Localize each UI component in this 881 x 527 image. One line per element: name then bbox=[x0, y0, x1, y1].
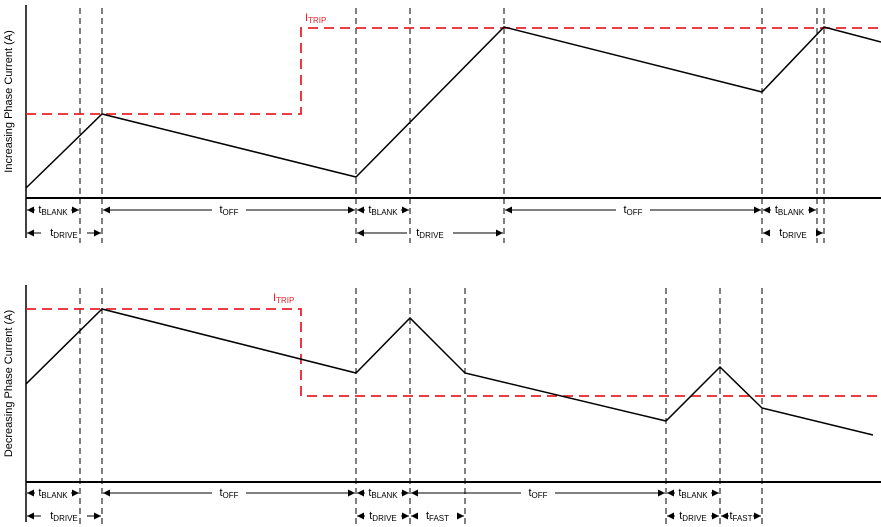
interval-label-sub: DRIVE bbox=[53, 231, 77, 240]
timing-interval: tDRIVE bbox=[667, 510, 719, 523]
trip-label-sub: TRIP bbox=[276, 296, 294, 305]
interval-label-base: t bbox=[775, 204, 778, 216]
trip-threshold-line bbox=[26, 27, 881, 115]
interval-label-sub: BLANK bbox=[41, 491, 68, 500]
interval-label: tBLANK bbox=[38, 487, 68, 500]
interval-label-sub: BLANK bbox=[371, 491, 398, 500]
timing-interval: tBLANK bbox=[667, 487, 719, 500]
interval-label-sub: DRIVE bbox=[682, 514, 706, 523]
timing-interval: tOFF bbox=[103, 204, 355, 217]
interval-label: tOFF bbox=[219, 487, 238, 500]
trip-label-base: I bbox=[273, 292, 276, 304]
interval-label: tBLANK bbox=[368, 487, 398, 500]
interval-label-sub: FAST bbox=[733, 514, 753, 523]
interval-label: tDRIVE bbox=[416, 227, 444, 240]
interval-label-sub: BLANK bbox=[681, 491, 708, 500]
phase-current-waveform bbox=[25, 308, 874, 436]
timing-interval: tBLANK bbox=[357, 204, 409, 217]
trip-label: ITRIP bbox=[305, 12, 326, 25]
timing-interval: tOFF bbox=[505, 204, 761, 217]
interval-label-sub: BLANK bbox=[371, 208, 398, 217]
y-axis-label: Increasing Phase Current (A) bbox=[3, 30, 15, 172]
interval-label: tDRIVE bbox=[50, 510, 78, 523]
interval-label-base: t bbox=[679, 510, 682, 522]
interval-label-base: t bbox=[528, 487, 531, 499]
interval-label: tDRIVE bbox=[779, 227, 807, 240]
interval-label: tDRIVE bbox=[369, 510, 397, 523]
timing-interval: tDRIVE bbox=[357, 227, 503, 240]
interval-label-base: t bbox=[426, 510, 429, 522]
timing-interval: tDRIVE bbox=[27, 227, 101, 240]
interval-label-base: t bbox=[50, 510, 53, 522]
interval-label-sub: OFF bbox=[223, 208, 239, 217]
interval-label: tOFF bbox=[219, 204, 238, 217]
interval-label-sub: BLANK bbox=[778, 208, 805, 217]
interval-label-sub: DRIVE bbox=[53, 514, 77, 523]
timing-interval: tBLANK bbox=[27, 487, 79, 500]
interval-label-sub: OFF bbox=[532, 491, 548, 500]
interval-label-base: t bbox=[368, 487, 371, 499]
interval-label-base: t bbox=[219, 487, 222, 499]
interval-label-base: t bbox=[38, 204, 41, 216]
interval-label: tBLANK bbox=[368, 204, 398, 217]
interval-label-sub: DRIVE bbox=[419, 231, 443, 240]
timing-interval: tDRIVE bbox=[763, 227, 823, 240]
y-axis-label: Decreasing Phase Current (A) bbox=[3, 310, 15, 457]
phase-current-waveform bbox=[25, 26, 881, 189]
timing-interval: tFAST bbox=[721, 510, 761, 523]
interval-label: tBLANK bbox=[775, 204, 805, 217]
interval-label-base: t bbox=[38, 487, 41, 499]
interval-label-base: t bbox=[779, 227, 782, 239]
interval-label: tBLANK bbox=[678, 487, 708, 500]
interval-label: tBLANK bbox=[38, 204, 68, 217]
timing-interval: tBLANK bbox=[763, 204, 816, 217]
trip-label: ITRIP bbox=[273, 292, 294, 305]
interval-label-sub: DRIVE bbox=[782, 231, 806, 240]
interval-label: tFAST bbox=[729, 510, 752, 523]
interval-label-sub: DRIVE bbox=[372, 514, 396, 523]
timing-interval: tBLANK bbox=[357, 487, 409, 500]
interval-label: tFAST bbox=[426, 510, 449, 523]
interval-label-base: t bbox=[369, 510, 372, 522]
interval-label-base: t bbox=[50, 227, 53, 239]
trip-label-sub: TRIP bbox=[308, 16, 326, 25]
interval-label: tOFF bbox=[623, 204, 642, 217]
trip-label-base: I bbox=[305, 12, 308, 24]
interval-label-base: t bbox=[219, 204, 222, 216]
timing-interval: tFAST bbox=[411, 510, 464, 523]
timing-interval: tBLANK bbox=[27, 204, 79, 217]
timing-interval: tDRIVE bbox=[357, 510, 409, 523]
interval-label-sub: FAST bbox=[429, 514, 449, 523]
interval-label-base: t bbox=[623, 204, 626, 216]
trip-threshold-line bbox=[26, 308, 881, 397]
interval-label-base: t bbox=[678, 487, 681, 499]
timing-interval: tOFF bbox=[411, 487, 665, 500]
interval-label-base: t bbox=[729, 510, 732, 522]
interval-label: tDRIVE bbox=[679, 510, 707, 523]
interval-label: tOFF bbox=[528, 487, 547, 500]
interval-label-base: t bbox=[416, 227, 419, 239]
interval-label-base: t bbox=[368, 204, 371, 216]
interval-label-sub: OFF bbox=[223, 491, 239, 500]
interval-label: tDRIVE bbox=[50, 227, 78, 240]
timing-interval: tDRIVE bbox=[27, 510, 101, 523]
timing-interval: tOFF bbox=[103, 487, 355, 500]
interval-label-sub: BLANK bbox=[41, 208, 68, 217]
interval-label-sub: OFF bbox=[627, 208, 643, 217]
